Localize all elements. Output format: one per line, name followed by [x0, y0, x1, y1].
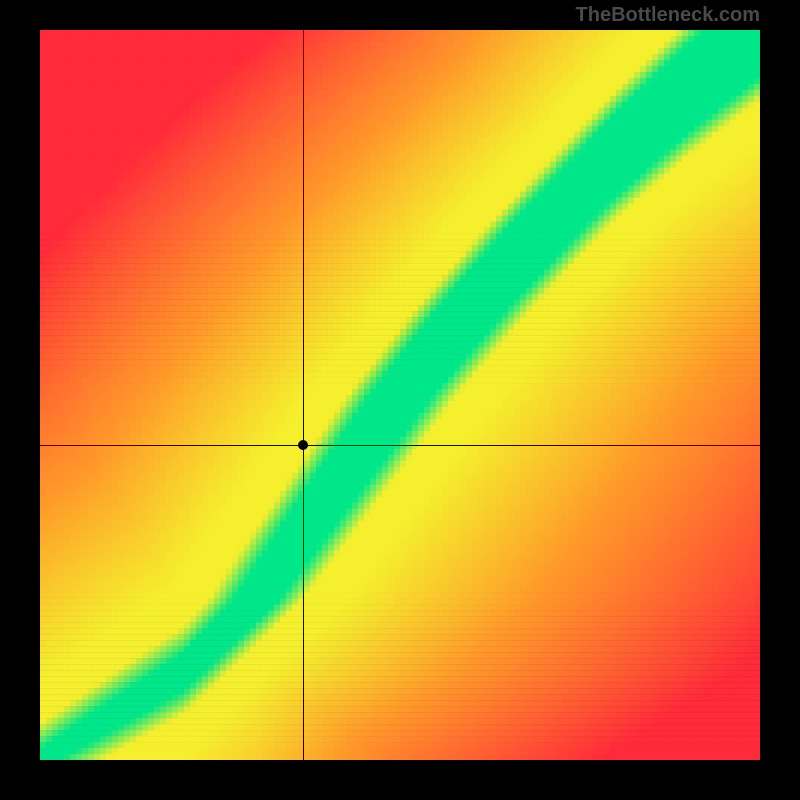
watermark-text: TheBottleneck.com	[576, 4, 760, 27]
crosshair-marker	[298, 440, 308, 450]
heatmap-canvas	[40, 30, 760, 760]
crosshair-horizontal	[40, 445, 760, 446]
heatmap-plot	[40, 30, 760, 760]
crosshair-vertical	[303, 30, 304, 760]
